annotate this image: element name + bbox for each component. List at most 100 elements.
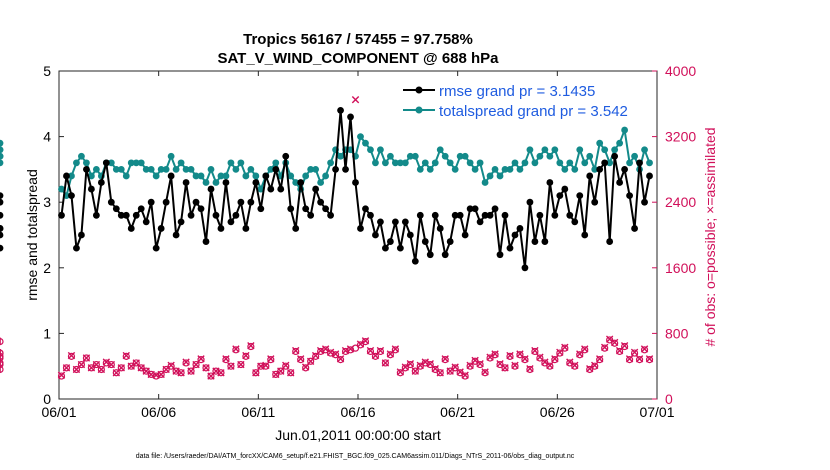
- obs-assimilated-stroke: [511, 361, 519, 370]
- totalspread-series: [0, 126, 653, 200]
- rmse-marker: [601, 159, 609, 167]
- x-axis: 06/01 06/06 06/11 06/16 06/21 06/26 07/01: [41, 71, 675, 420]
- totalspread-marker: [357, 133, 364, 141]
- rmse-marker: [257, 205, 265, 213]
- obs-possible-marker: [262, 362, 270, 370]
- obs-assimilated-stroke: [561, 343, 569, 352]
- obs-assimilated-stroke: [282, 361, 290, 370]
- rmse-marker: [297, 179, 305, 186]
- totalspread-marker: [202, 179, 210, 186]
- legend-rmse-marker: [415, 86, 423, 94]
- obs-possible-marker: [222, 356, 230, 364]
- obs-possible-marker: [501, 364, 509, 372]
- totalspread-marker: [586, 152, 594, 160]
- obs-assimilated-stroke: [401, 363, 410, 371]
- obs-possible-marker: [391, 346, 399, 354]
- rmse-marker: [227, 218, 235, 226]
- obs-assimilated-stroke: [571, 361, 579, 370]
- rmse-marker: [576, 192, 584, 200]
- totalspread-marker: [117, 166, 125, 173]
- obs-assimilated-stroke: [541, 358, 549, 366]
- totalspread-marker: [177, 159, 185, 167]
- obs-assimilated-stroke: [361, 337, 370, 345]
- obs-possible-marker: [521, 356, 529, 364]
- obs-assimilated-stroke: [117, 364, 125, 372]
- rmse-marker: [172, 231, 180, 239]
- obs-assimilated-marker: [411, 367, 420, 375]
- totalspread-marker: [337, 152, 344, 160]
- obs-possible-marker: [486, 354, 494, 362]
- obs-assimilated-stroke: [77, 360, 86, 369]
- rmse-marker: [426, 251, 434, 259]
- obs-assimilated-marker: [526, 364, 534, 373]
- obs-assimilated-marker: [406, 360, 415, 368]
- totalspread-marker: [92, 166, 100, 173]
- rmse-marker: [591, 198, 599, 206]
- totalspread-marker: [606, 159, 614, 167]
- rmse-marker: [132, 211, 140, 219]
- obs-assimilated-stroke: [212, 367, 220, 375]
- obs-assimilated-stroke: [506, 351, 514, 360]
- obs-assimilated-stroke: [301, 363, 310, 371]
- obs-assimilated-marker: [401, 363, 410, 371]
- obs-possible-marker: [466, 362, 474, 370]
- obs-possible-marker: [282, 362, 290, 370]
- totalspread-marker: [207, 166, 215, 173]
- rmse-marker: [362, 205, 369, 213]
- obs-assimilated-marker: [227, 362, 235, 370]
- obs-assimilated-marker: [127, 362, 135, 370]
- x-tick-label: 06/16: [340, 404, 375, 420]
- obs-possible-marker: [92, 360, 100, 369]
- rmse-marker: [0, 211, 4, 219]
- rmse-marker: [646, 172, 653, 180]
- obs-possible-marker: [551, 356, 559, 364]
- totalspread-marker: [506, 166, 514, 173]
- rmse-marker: [127, 225, 135, 232]
- totalspread-marker: [182, 166, 190, 173]
- rmse-marker: [337, 106, 344, 114]
- x-tick-label: 06/26: [540, 404, 575, 420]
- rmse-marker: [187, 211, 195, 219]
- rmse-marker: [352, 179, 359, 186]
- obs-possible-marker: [0, 338, 4, 346]
- obs-possible-marker: [0, 365, 4, 374]
- obs-assimilated-marker: [610, 338, 619, 347]
- totalspread-marker: [78, 152, 85, 160]
- totalspread-marker: [312, 166, 320, 173]
- obs-assimilated-marker: [202, 364, 210, 372]
- y-left-tick-label: 2: [43, 260, 51, 276]
- rmse-marker: [466, 205, 474, 213]
- obs-assimilated-marker: [232, 345, 240, 353]
- y-left-tick-label: 0: [43, 391, 51, 407]
- obs-assimilated-marker: [436, 369, 444, 377]
- y-axis-right: 0 800 1600 2400 3200 4000: [652, 63, 696, 407]
- obs-assimilated-stroke: [87, 364, 96, 372]
- obs-possible-marker: [536, 354, 544, 362]
- rmse-marker: [421, 238, 429, 245]
- obs-assimilated-marker: [620, 342, 629, 350]
- obs-assimilated-stroke: [331, 350, 340, 358]
- obs-possible-marker: [162, 365, 170, 374]
- rmse-marker: [78, 231, 85, 239]
- obs-assimilated-marker: [97, 365, 106, 374]
- obs-assimilated-stroke: [326, 348, 335, 356]
- rmse-marker: [212, 211, 220, 219]
- rmse-marker: [92, 211, 100, 219]
- obs-possible-marker: [202, 364, 210, 372]
- rmse-marker: [486, 211, 494, 219]
- obs-assimilated-stroke: [341, 346, 350, 355]
- obs-possible-marker: [381, 359, 390, 367]
- data-file-footer: data file: /Users/raeder/DAI/ATM_forcXX/…: [136, 453, 575, 460]
- rmse-marker: [636, 159, 643, 167]
- legend-spread-marker: [415, 106, 423, 114]
- rmse-marker: [541, 238, 549, 245]
- obs-possible-marker: [142, 367, 150, 375]
- totalspread-marker: [162, 166, 170, 173]
- rmse-marker: [491, 205, 499, 213]
- rmse-marker: [446, 238, 454, 245]
- totalspread-marker: [382, 159, 389, 167]
- obs-possible-marker: [431, 365, 439, 374]
- obs-assimilated-marker: [441, 355, 449, 363]
- obs-assimilated-stroke: [461, 371, 469, 379]
- obs-assimilated-marker: [252, 369, 260, 377]
